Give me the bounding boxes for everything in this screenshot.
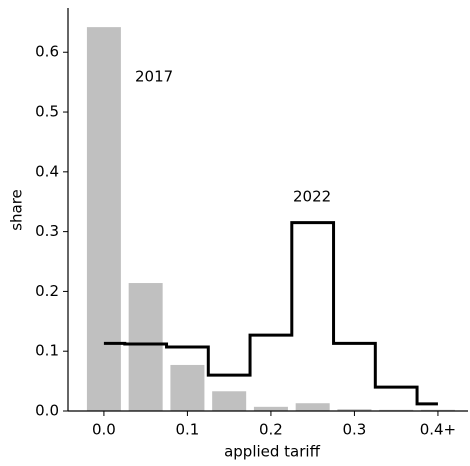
- x-tick-label: 0.0: [92, 421, 116, 439]
- y-tick-label: 0.1: [35, 342, 59, 360]
- bar: [337, 409, 372, 411]
- bar: [128, 283, 163, 411]
- x-tick-label: 0.3: [343, 421, 367, 439]
- x-axis-label: applied tariff: [224, 443, 320, 461]
- y-tick-label: 0.5: [35, 103, 59, 121]
- y-tick-label: 0.3: [35, 222, 59, 240]
- y-tick-label: 0.0: [35, 402, 59, 420]
- y-tick-label: 0.6: [35, 43, 59, 61]
- x-tick-label: 0.4+: [420, 421, 456, 439]
- y-axis-label: share: [8, 189, 26, 231]
- y-tick-label: 0.4: [35, 162, 59, 180]
- y-tick-label: 0.2: [35, 282, 59, 300]
- bar: [253, 406, 288, 411]
- x-tick-label: 0.2: [259, 421, 283, 439]
- bar: [170, 364, 205, 411]
- bar: [212, 391, 247, 411]
- series-annotation: 2017: [135, 68, 173, 86]
- step-line: [103, 221, 438, 406]
- x-tick-label: 0.1: [175, 421, 199, 439]
- bar: [86, 27, 121, 411]
- bar: [295, 403, 330, 411]
- series-annotation: 2022: [293, 188, 331, 206]
